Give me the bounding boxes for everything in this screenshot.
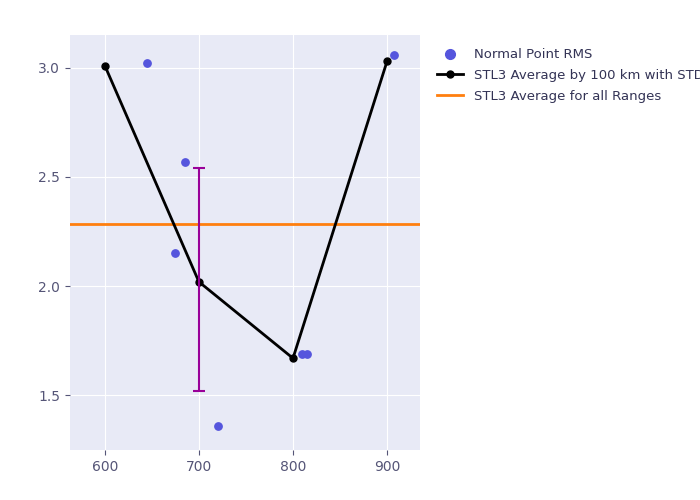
Normal Point RMS [141, 60, 153, 68]
STL3 Average by 100 km with STD [195, 279, 203, 285]
Line: STL3 Average by 100 km with STD: STL3 Average by 100 km with STD [102, 58, 391, 362]
Normal Point RMS [388, 50, 399, 58]
Normal Point RMS [302, 350, 313, 358]
Normal Point RMS [212, 422, 223, 430]
Legend: Normal Point RMS, STL3 Average by 100 km with STD, STL3 Average for all Ranges: Normal Point RMS, STL3 Average by 100 km… [430, 42, 700, 110]
STL3 Average by 100 km with STD [101, 62, 109, 68]
Normal Point RMS [170, 250, 181, 258]
Normal Point RMS [297, 350, 308, 358]
STL3 Average by 100 km with STD [383, 58, 391, 64]
Normal Point RMS [179, 158, 190, 166]
STL3 Average by 100 km with STD [289, 356, 298, 362]
